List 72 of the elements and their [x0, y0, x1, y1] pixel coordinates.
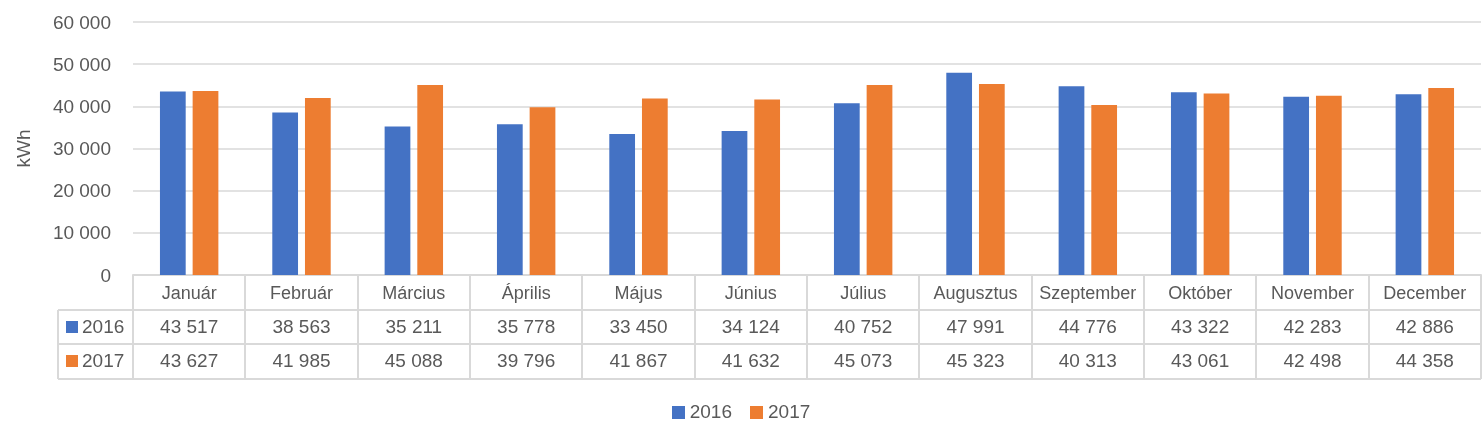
- y-tick-label: 40 000: [52, 95, 111, 117]
- data-label: 41 867: [609, 350, 668, 373]
- bar: [833, 103, 860, 275]
- bar: [1170, 92, 1197, 275]
- data-label: 43 061: [1171, 350, 1230, 373]
- data-label: 33 450: [609, 315, 668, 338]
- data-label: 35 778: [497, 315, 556, 338]
- x-tick-label: December: [1383, 283, 1467, 303]
- data-label: 43 517: [160, 315, 219, 338]
- x-tick-label: Június: [724, 283, 777, 303]
- bar: [641, 98, 668, 275]
- data-label: 35 211: [385, 315, 443, 338]
- bar: [529, 107, 556, 275]
- bar: [1428, 87, 1455, 275]
- x-tick-label: Május: [614, 283, 663, 303]
- data-label: 40 752: [834, 315, 893, 338]
- x-tick-label: November: [1270, 283, 1355, 303]
- x-tick-label: Október: [1168, 283, 1233, 303]
- data-label: 47 991: [946, 315, 1005, 338]
- bar: [272, 112, 299, 275]
- data-label: 34 124: [721, 315, 780, 338]
- data-label: 45 073: [834, 350, 893, 373]
- bar: [417, 84, 444, 275]
- bar: [754, 99, 781, 275]
- bar: [866, 84, 893, 275]
- text: 2016: [689, 401, 732, 422]
- x-tick-label: Február: [269, 283, 334, 303]
- bar: [1203, 93, 1230, 275]
- bar: [496, 124, 523, 275]
- data-label: 43 322: [1171, 315, 1230, 338]
- data-label: 41 632: [721, 350, 780, 373]
- data-label: 45 088: [384, 350, 443, 373]
- x-tick-label: Április: [501, 283, 551, 303]
- x-tick-label: Július: [840, 283, 887, 303]
- text: 2017: [768, 401, 811, 422]
- bar: [304, 97, 331, 275]
- data-label: 45 323: [946, 350, 1005, 373]
- data-label: 44 776: [1058, 315, 1117, 338]
- data-label: 41 985: [272, 350, 331, 373]
- bar: [1091, 105, 1118, 275]
- y-tick-label: 10 000: [52, 222, 111, 244]
- data-label: 42 283: [1283, 315, 1342, 338]
- y-tick-label: 50 000: [52, 53, 111, 75]
- data-label: 39 796: [497, 350, 556, 373]
- data-label: 42 886: [1395, 315, 1454, 338]
- x-tick-label: Augusztus: [933, 283, 1018, 303]
- x-tick-label: Szeptember: [1039, 283, 1137, 303]
- y-tick-label: 20 000: [52, 180, 111, 202]
- bar: [1315, 95, 1342, 275]
- data-label: 42 498: [1283, 350, 1342, 373]
- legend-label: 2016: [82, 315, 125, 338]
- data-label: 43 627: [160, 350, 219, 373]
- bar: [192, 91, 219, 275]
- y-tick-label: 0: [100, 264, 111, 286]
- data-label: 38 563: [272, 315, 331, 338]
- data-label: 44 358: [1395, 350, 1454, 373]
- bar: [1058, 86, 1085, 275]
- bar: [1283, 96, 1310, 275]
- bar: [1395, 94, 1422, 275]
- legend-label: 2017: [82, 350, 125, 373]
- bar: [609, 133, 636, 275]
- bar: [384, 126, 411, 275]
- x-tick-label: Január: [161, 283, 217, 303]
- bar: [946, 72, 973, 275]
- x-tick-label: Március: [382, 283, 446, 303]
- y-tick-label: 30 000: [52, 138, 111, 159]
- data-label: 40 313: [1058, 350, 1117, 373]
- bar: [978, 83, 1005, 275]
- y-axis-title: kWh: [13, 129, 34, 168]
- bar: [721, 131, 748, 275]
- bar: [159, 91, 186, 275]
- y-tick-label: 60 000: [52, 11, 111, 33]
